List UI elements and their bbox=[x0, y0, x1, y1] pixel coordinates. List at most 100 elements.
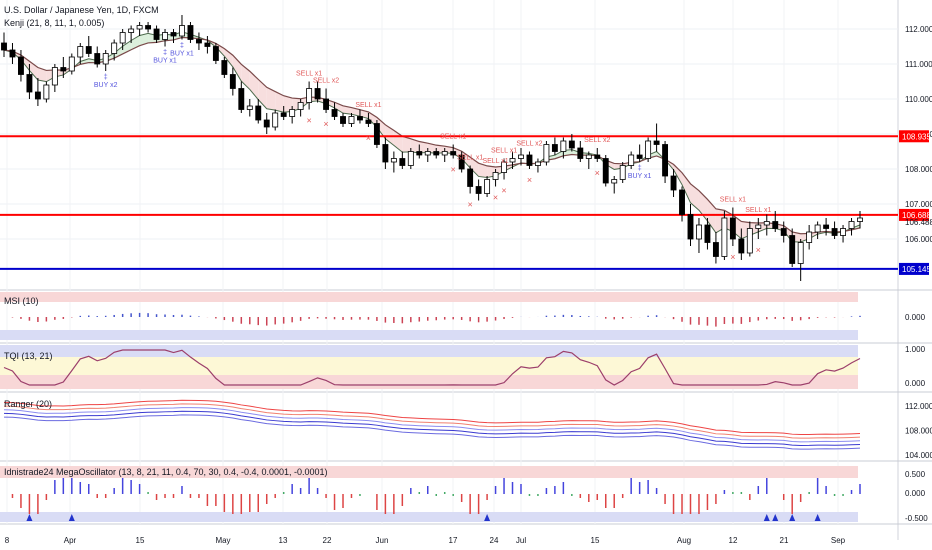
mega-signal-triangle bbox=[26, 514, 33, 521]
ranger-label: Ranger (20) bbox=[4, 399, 53, 409]
candle-body bbox=[458, 154, 465, 170]
price-label-text: 106.688 bbox=[902, 211, 931, 220]
candle-body bbox=[323, 98, 330, 110]
time-tick-label: 15 bbox=[136, 536, 145, 545]
sell-signal-label: SELL x2 bbox=[584, 137, 610, 144]
mega-label: Idnistrade24 MegaOscillator (13, 8, 21, … bbox=[4, 467, 328, 477]
mega-band-upper bbox=[0, 466, 858, 478]
sell-cross-mark: × bbox=[501, 186, 506, 196]
price-tick-label: 108.000 bbox=[905, 165, 932, 174]
candle-body bbox=[568, 140, 575, 149]
price-tick-label: 112.000 bbox=[905, 25, 932, 34]
sell-cross-mark: × bbox=[595, 168, 600, 178]
candle-body bbox=[246, 105, 253, 110]
time-tick-label: May bbox=[215, 536, 230, 545]
candle-body bbox=[534, 161, 541, 166]
kenji-band-segment bbox=[682, 172, 691, 203]
tqi-label: TQI (13, 21) bbox=[4, 351, 53, 361]
time-tick-label: Jul bbox=[516, 536, 526, 545]
kenji-band-segment bbox=[266, 87, 276, 111]
msi-tick-label: 0.000 bbox=[905, 313, 926, 322]
candle-body bbox=[187, 25, 194, 40]
kenji-band-segment bbox=[690, 183, 699, 211]
candle-body bbox=[492, 172, 499, 180]
sell-signal-label: SELL x1 bbox=[457, 155, 483, 162]
candle-body bbox=[255, 105, 262, 121]
candle-body bbox=[272, 112, 279, 128]
candle-body bbox=[704, 224, 711, 243]
price-label-plain: 106.488 bbox=[905, 218, 932, 227]
candle-body bbox=[314, 88, 321, 100]
candle-body bbox=[136, 25, 143, 30]
time-tick-label: Aug bbox=[677, 536, 691, 545]
candle-body bbox=[179, 25, 185, 37]
candle-body bbox=[797, 242, 804, 264]
candle-body bbox=[365, 119, 372, 124]
time-tick-label: Sep bbox=[831, 536, 846, 545]
candle-body bbox=[619, 165, 626, 180]
candle-body bbox=[857, 217, 863, 222]
ranger-line bbox=[3, 410, 861, 446]
sell-cross-mark: × bbox=[451, 165, 456, 175]
ranger-line bbox=[3, 407, 861, 443]
kenji-band-segment bbox=[419, 141, 428, 153]
candle-body bbox=[653, 140, 660, 145]
candle-body bbox=[1, 42, 7, 51]
candle-body bbox=[128, 28, 135, 33]
buy-arrow-mark: ‡ bbox=[104, 74, 108, 81]
symbol-title: U.S. Dollar / Japanese Yen, 1D, FXCM bbox=[4, 5, 159, 15]
time-tick-label: 22 bbox=[323, 536, 332, 545]
time-tick-label: 15 bbox=[591, 536, 600, 545]
kenji-band-segment bbox=[410, 138, 420, 153]
candle-body bbox=[297, 102, 304, 110]
candle-body bbox=[687, 214, 694, 240]
candle-body bbox=[526, 154, 533, 166]
time-tick-label: 8 bbox=[5, 536, 10, 545]
candle-body bbox=[212, 46, 219, 61]
sell-cross-mark: × bbox=[493, 193, 498, 203]
candle-body bbox=[416, 151, 423, 156]
candle-body bbox=[814, 224, 821, 233]
candle-body bbox=[18, 56, 24, 75]
mega-tick-label: 0.500 bbox=[905, 470, 926, 479]
sell-cross-mark: × bbox=[730, 252, 735, 262]
sell-signal-label: SELL x1 bbox=[296, 71, 322, 78]
candle-body bbox=[407, 151, 414, 166]
candle-body bbox=[721, 217, 728, 257]
tqi-band-upper bbox=[0, 345, 858, 357]
kenji-band-segment bbox=[376, 117, 386, 139]
mega-signal-triangle bbox=[789, 514, 796, 521]
time-tick-label: Jun bbox=[376, 536, 389, 545]
time-tick-label: 17 bbox=[449, 536, 458, 545]
candle-body bbox=[501, 161, 507, 173]
indicator-title: Kenji (21, 8, 11, 1, 0.005) bbox=[4, 18, 105, 28]
mega-signal-triangle bbox=[68, 514, 75, 521]
price-label-box bbox=[899, 130, 929, 143]
kenji-band-segment bbox=[249, 71, 259, 100]
candle-body bbox=[679, 189, 685, 215]
buy-signal-label: BUY x1 bbox=[170, 51, 194, 58]
time-tick-label: Apr bbox=[64, 536, 77, 545]
sell-cross-mark: × bbox=[756, 245, 761, 255]
sell-cross-mark: × bbox=[323, 119, 328, 129]
ranger-line bbox=[3, 403, 861, 439]
candle-body bbox=[102, 53, 109, 65]
mega-signal-triangle bbox=[484, 514, 491, 521]
ranger-tick-label: 112.000 bbox=[905, 402, 932, 411]
kenji-band-segment bbox=[232, 55, 242, 82]
candle-body bbox=[645, 140, 652, 159]
mega-signal-triangle bbox=[763, 514, 770, 521]
candle-body bbox=[51, 67, 58, 86]
sell-signal-label: SELL x1 bbox=[482, 158, 508, 165]
candle-body bbox=[628, 154, 635, 166]
sell-signal-label: SELL x2 bbox=[516, 141, 542, 148]
candle-body bbox=[238, 88, 245, 110]
buy-arrow-mark: ‡ bbox=[163, 50, 167, 57]
candle-body bbox=[441, 151, 448, 156]
sell-signal-label: SELL x1 bbox=[720, 197, 746, 204]
candle-body bbox=[229, 74, 236, 89]
candle-body bbox=[772, 221, 779, 229]
candle-body bbox=[840, 228, 846, 236]
price-tick-label: 107.000 bbox=[905, 200, 932, 209]
